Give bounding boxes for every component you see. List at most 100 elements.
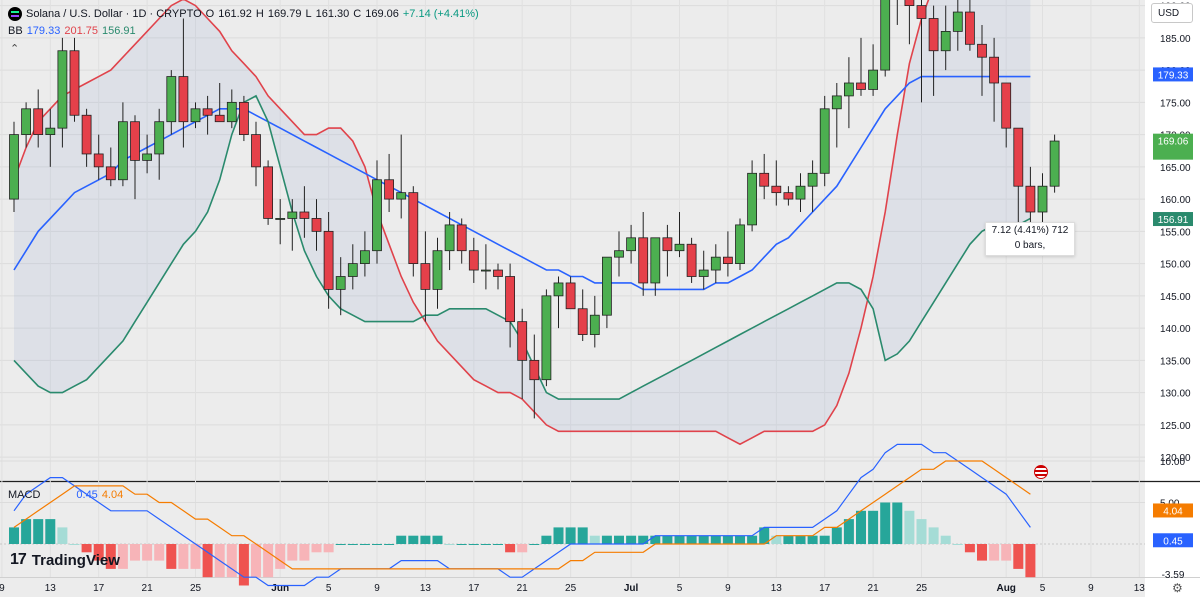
candle-body	[105, 166, 116, 181]
macd-histogram-bar	[989, 544, 1000, 561]
macd-histogram-bar	[819, 535, 830, 544]
open-label: O	[205, 8, 215, 20]
macd-histogram-bar	[45, 519, 56, 544]
macd-histogram-bar	[517, 544, 528, 553]
macd-histogram-bar	[553, 527, 564, 544]
time-tick-label: 25	[190, 583, 202, 594]
price-tick-label: 155.00	[1160, 227, 1191, 238]
candle-body	[698, 269, 709, 277]
macd-histogram-bar	[880, 502, 891, 544]
macd-histogram-bar	[601, 535, 612, 544]
candle-body	[989, 56, 999, 84]
candle-body	[686, 243, 697, 277]
candle-body	[420, 263, 431, 290]
candle-body	[650, 237, 661, 284]
bb-basis-value: 179.33	[26, 25, 61, 37]
candle-body	[275, 218, 286, 220]
signal-badge-bg	[1153, 503, 1193, 518]
macd-histogram-bar	[577, 527, 588, 544]
tradingview-mark: 17	[10, 551, 27, 568]
macd-histogram-bar	[747, 535, 758, 544]
candle-body	[323, 230, 334, 290]
candle-body	[130, 121, 140, 161]
candle-body	[880, 0, 891, 71]
candle-body	[468, 250, 479, 271]
candle-body	[977, 43, 987, 58]
macd-histogram-bar	[952, 544, 963, 545]
us-flag-icon[interactable]	[1034, 465, 1048, 479]
time-tick-label: 13	[45, 583, 57, 594]
candle-body	[69, 50, 80, 116]
macd-histogram-bar	[795, 535, 806, 544]
bb-lower-value: 156.91	[102, 25, 136, 37]
macd-histogram-bar	[674, 535, 685, 544]
candle-body	[202, 108, 213, 116]
macd-histogram-bar	[238, 544, 249, 586]
macd-histogram-bar	[359, 544, 370, 545]
macd-tick-label: 10.00	[1160, 457, 1185, 468]
high-value: 169.79	[267, 8, 302, 20]
macd-histogram-bar	[57, 527, 68, 544]
candle-body	[142, 153, 153, 161]
macd-legend[interactable]: MACD 0.45 4.04	[8, 489, 123, 501]
macd-histogram-bar	[843, 519, 854, 544]
macd-histogram-bar	[480, 544, 491, 545]
chevron-up-icon[interactable]: ⌃	[10, 43, 20, 55]
symbol-title[interactable]: Solana / U.S. Dollar · 1D · CRYPTO	[26, 8, 202, 20]
time-tick-label: 25	[565, 583, 577, 594]
macd-histogram-bar	[323, 544, 334, 553]
macd-histogram-bar	[69, 544, 80, 545]
candle-body	[1025, 185, 1036, 213]
macd-histogram-bar	[928, 527, 939, 544]
tradingview-text: TradingView	[31, 551, 120, 569]
macd-histogram-bar	[856, 510, 866, 544]
bb-legend[interactable]: BB 179.33 201.75 156.91	[8, 25, 136, 37]
tradingview-logo[interactable]: 17 TradingView	[10, 551, 120, 569]
macd-histogram-bar	[759, 527, 770, 544]
currency-label: USD	[1158, 7, 1180, 19]
macd-histogram-bar	[202, 544, 213, 578]
candle-body	[444, 224, 455, 252]
candle-body	[602, 256, 612, 316]
macd-histogram-bar	[807, 535, 818, 544]
price-tick-label: 160.00	[1160, 195, 1191, 206]
macd-badge: 0.45	[1163, 536, 1183, 547]
candle-body	[1001, 82, 1012, 129]
bb-basis-badge: 179.33	[1158, 70, 1189, 81]
macd-histogram-bar	[662, 535, 673, 544]
macd-histogram-bar	[722, 535, 733, 544]
macd-histogram-bar	[1013, 544, 1024, 569]
candle-body	[311, 218, 322, 232]
time-tick-label: Jul	[624, 583, 639, 594]
candle-body	[868, 69, 878, 90]
open-value: 161.92	[218, 8, 252, 20]
time-tick-label: 9	[725, 583, 731, 594]
price-scale-panel	[1145, 0, 1200, 597]
macd-histogram-bar	[190, 544, 201, 569]
macd-histogram-bar	[93, 544, 104, 561]
measure-tooltip: 7.12 (4.41%) 712 0 bars,	[985, 222, 1075, 256]
candle-body	[21, 108, 32, 136]
macd-histogram-bar	[650, 535, 661, 544]
macd-histogram-bar	[1001, 544, 1012, 561]
candle-body	[553, 282, 564, 297]
signal-line	[13, 460, 1031, 570]
signal-badge: 4.04	[1163, 506, 1183, 517]
macd-histogram-bar	[408, 535, 419, 544]
macd-pane	[0, 443, 1145, 587]
gear-icon[interactable]: ⚙	[1172, 581, 1183, 595]
candle-body	[408, 192, 419, 264]
macd-histogram-bar	[589, 535, 600, 544]
currency-select[interactable]: USD	[1151, 3, 1193, 23]
candle-body	[819, 108, 830, 174]
bb-basis-badge-bg	[1153, 67, 1193, 82]
candle-body	[952, 11, 963, 32]
candle-body	[238, 101, 249, 135]
candle-body	[1013, 127, 1024, 187]
time-tick-label: 21	[517, 583, 529, 594]
candle-body	[589, 314, 600, 335]
candle-body	[1049, 140, 1060, 187]
candle-body	[916, 5, 927, 19]
candle-body	[844, 82, 854, 97]
